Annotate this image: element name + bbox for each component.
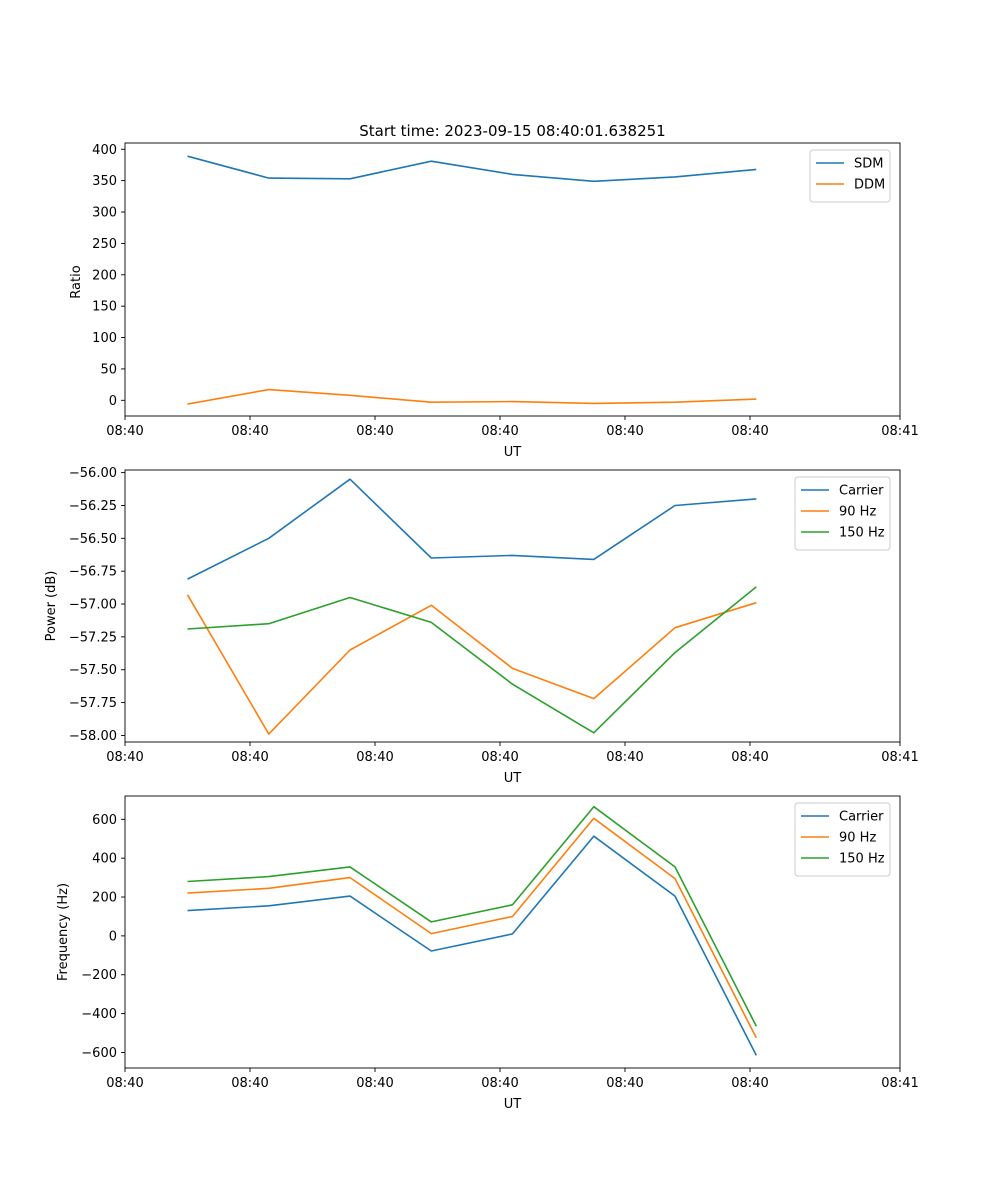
chart-title: Start time: 2023-09-15 08:40:01.638251 (359, 122, 665, 140)
y-tick-label: 600 (92, 813, 117, 828)
x-tick-label: 08:41 (881, 1076, 918, 1091)
x-tick-label: 08:41 (881, 424, 918, 439)
frequency-panel: UT Frequency (Hz) 08:40 08:40 08:40 08:40 08… (56, 795, 919, 1112)
y-tick-label: −400 (81, 1007, 117, 1022)
ratio-panel: Start time: 2023-09-15 08:40:01.638251 U… (69, 122, 919, 460)
y-tick-label: −57.00 (69, 598, 117, 613)
x-tick-label: 08:40 (356, 750, 393, 765)
axes-frame (124, 795, 901, 1069)
y-tick-label: 200 (92, 268, 117, 283)
series-line-sdm (187, 155, 757, 183)
legend-label: SDM (854, 157, 883, 172)
x-axis-label: UT (504, 771, 522, 786)
x-axis-label: UT (504, 1097, 522, 1112)
y-tick-label: 200 (92, 891, 117, 906)
x-axis-label: UT (504, 445, 522, 460)
x-tick-label: 08:40 (356, 1076, 393, 1091)
x-tick-label: 08:40 (606, 750, 643, 765)
x-tick-label: 08:40 (231, 750, 268, 765)
legend: Carrier 90 Hz 150 Hz (794, 476, 891, 551)
x-tick-label: 08:40 (231, 1076, 268, 1091)
y-tick-label: −56.75 (69, 565, 117, 580)
x-tick-label: 08:40 (731, 750, 768, 765)
x-tick-label: 08:40 (481, 1076, 518, 1091)
y-tick-label: 400 (92, 852, 117, 867)
y-tick-label: 300 (92, 206, 117, 221)
legend-label: Carrier (839, 810, 884, 825)
x-tick-label: 08:40 (356, 424, 393, 439)
legend: SDM DDM (809, 149, 891, 203)
y-axis-label: Power (dB) (44, 571, 59, 642)
series-line-150-hz (187, 586, 757, 734)
y-tick-label: 0 (109, 929, 117, 944)
series-line-90-hz (187, 817, 758, 1039)
x-tick-label: 08:40 (481, 750, 518, 765)
legend-label: 150 Hz (839, 526, 885, 541)
legend-label: 150 Hz (839, 852, 885, 867)
axes-frame (124, 142, 901, 417)
y-tick-label: −57.50 (69, 663, 117, 678)
x-tick-label: 08:40 (106, 424, 143, 439)
series-line-carrier (187, 478, 757, 580)
x-tick-label: 08:40 (106, 1076, 143, 1091)
y-axis-label: Frequency (Hz) (56, 883, 71, 981)
y-tick-label: 400 (92, 143, 117, 158)
y-tick-label: 50 (100, 362, 117, 377)
y-axis-label: Ratio (69, 265, 84, 298)
series-line-carrier (187, 835, 758, 1056)
x-tick-label: 08:40 (731, 1076, 768, 1091)
legend-label: Carrier (839, 484, 884, 499)
legend-label: DDM (854, 178, 885, 193)
legend-label: 90 Hz (839, 831, 876, 846)
legend: Carrier 90 Hz 150 Hz (794, 802, 891, 877)
x-tick-label: 08:40 (606, 424, 643, 439)
series-line-90-hz (186, 594, 757, 735)
y-tick-label: −56.25 (69, 499, 117, 514)
x-tick-label: 08:40 (606, 1076, 643, 1091)
power-panel: UT Power (dB) 08:40 08:40 08:40 08:40 08:40 0… (44, 466, 919, 786)
legend-label: 90 Hz (839, 505, 876, 520)
axes-frame (124, 469, 901, 743)
y-tick-label: 250 (92, 237, 117, 252)
y-tick-label: −56.00 (69, 466, 117, 481)
y-tick-label: 150 (92, 300, 117, 315)
y-tick-label: 100 (92, 331, 117, 346)
y-tick-label: −56.50 (69, 532, 117, 547)
y-tick-label: −57.25 (69, 630, 117, 645)
y-tick-label: 350 (92, 174, 117, 189)
series-line-ddm (187, 388, 757, 405)
x-tick-label: 08:40 (481, 424, 518, 439)
series-line-150-hz (187, 805, 758, 1027)
y-tick-label: −58.00 (69, 729, 117, 744)
x-tick-label: 08:40 (731, 424, 768, 439)
y-tick-label: 0 (109, 394, 117, 409)
y-tick-label: −200 (81, 968, 117, 983)
x-tick-label: 08:40 (231, 424, 268, 439)
x-tick-label: 08:41 (881, 750, 918, 765)
y-tick-label: −57.75 (69, 696, 117, 711)
y-tick-label: −600 (81, 1046, 117, 1061)
x-tick-label: 08:40 (106, 750, 143, 765)
